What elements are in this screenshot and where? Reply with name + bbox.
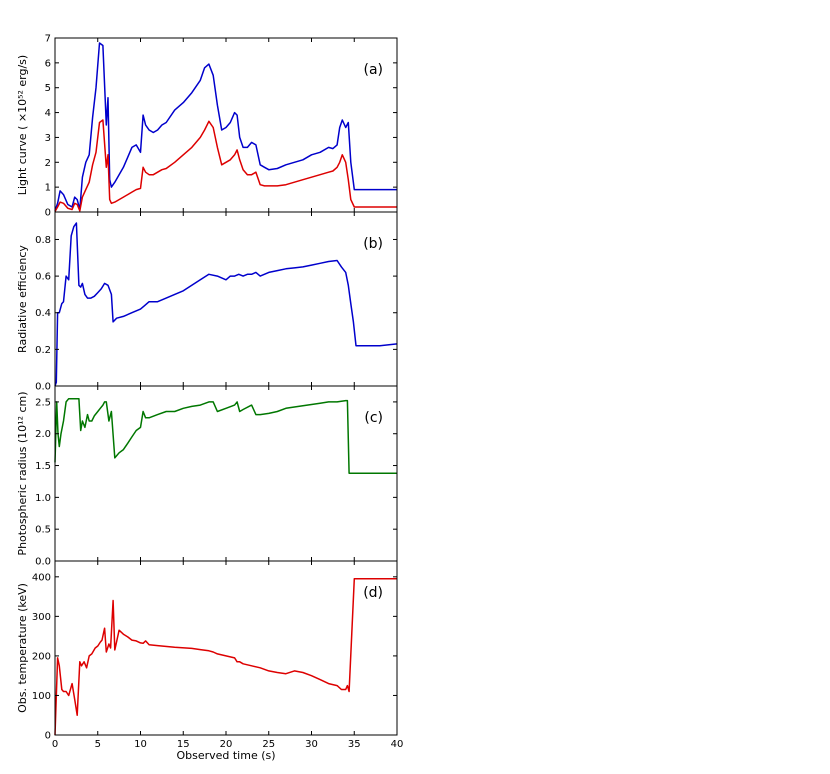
light-curve-y-tick-label: 7 xyxy=(45,34,51,45)
radiative-efficiency-y-tick-label: 0.0 xyxy=(35,382,51,393)
photospheric-radius-y-ticks: 0.0 0.5 1.0 1.5 2.0 2.5 xyxy=(35,386,398,568)
obs-temperature-series-line-0 xyxy=(54,578,397,736)
x-tick-label: 25 xyxy=(262,739,275,750)
light-curve-y-axis-label: Light curve ( ×10⁵² erg/s) xyxy=(16,55,29,195)
obs-temperature-y-tick-label: 400 xyxy=(32,572,51,583)
light-curve-y-tick-label: 2 xyxy=(45,158,51,169)
x-tick-label: 35 xyxy=(348,739,361,750)
x-tick-label: 40 xyxy=(391,739,404,750)
x-tick-label: 0 xyxy=(52,739,58,750)
light-curve-panel: 0 1 2 3 4 5 6 7 (a) Light curve ( ×10⁵² erg/s) xyxy=(16,34,398,219)
radiative-efficiency-y-tick-label: 0.8 xyxy=(35,235,51,246)
photospheric-radius-y-tick-label: 2.5 xyxy=(35,397,51,408)
light-curve-y-tick-label: 1 xyxy=(45,183,51,194)
light-curve-y-ticks: 0 1 2 3 4 5 6 7 xyxy=(45,34,398,219)
light-curve-series-line-1 xyxy=(54,119,397,212)
obs-temperature-y-tick-label: 0 xyxy=(45,731,51,742)
radiative-efficiency-panel: 0.0 0.2 0.4 0.6 0.8 (b) Radiative efficiency xyxy=(16,211,398,393)
light-curve-y-tick-label: 0 xyxy=(45,208,51,219)
photospheric-radius-y-tick-label: 0.0 xyxy=(35,557,51,568)
radiative-efficiency-panel-label: (b) xyxy=(363,236,383,252)
light-curve-panel-label: (a) xyxy=(363,62,383,78)
light-curve-y-tick-label: 5 xyxy=(45,83,51,94)
x-tick-label: 5 xyxy=(95,739,101,750)
obs-temperature-panel-label: (d) xyxy=(363,585,383,601)
light-curve-plot-area xyxy=(54,42,397,212)
obs-temperature-plot-area xyxy=(54,578,397,736)
obs-temperature-y-ticks: 0 100 200 300 400 xyxy=(32,561,398,742)
photospheric-radius-y-tick-label: 1.0 xyxy=(35,493,51,504)
photospheric-radius-plot-area xyxy=(54,397,397,474)
x-tick-label: 15 xyxy=(177,739,190,750)
light-curve-y-tick-label: 6 xyxy=(45,58,51,69)
obs-temperature-y-axis-label: Obs. temperature (keV) xyxy=(16,583,29,713)
obs-temperature-panel: 0 100 200 300 400 0 5 10 15 20 25 30 35 40 (d) Obs. … xyxy=(16,560,404,762)
photospheric-radius-y-tick-label: 0.5 xyxy=(35,525,51,536)
obs-temperature-x-ticks: 0 5 10 15 20 25 30 35 40 xyxy=(52,739,404,750)
obs-temperature-y-tick-label: 100 xyxy=(32,691,51,702)
radiative-efficiency-y-tick-label: 0.6 xyxy=(35,272,51,283)
light-curve-y-tick-label: 3 xyxy=(45,133,51,144)
light-curve-series-line-0 xyxy=(54,42,397,212)
obs-temperature-y-tick-label: 300 xyxy=(32,612,51,623)
photospheric-radius-y-tick-label: 2.0 xyxy=(35,429,51,440)
radiative-efficiency-plot-area xyxy=(54,222,398,387)
x-tick-label: 30 xyxy=(305,739,318,750)
light-curve-y-tick-label: 4 xyxy=(45,108,51,119)
radiative-efficiency-y-tick-label: 0.2 xyxy=(35,345,51,356)
x-axis-label: Observed time (s) xyxy=(176,749,275,762)
radiative-efficiency-series-line-0 xyxy=(54,222,398,387)
x-tick-label: 20 xyxy=(220,739,233,750)
photospheric-radius-panel-label: (c) xyxy=(364,410,383,426)
radiative-efficiency-y-axis-label: Radiative efficiency xyxy=(16,245,29,353)
radiative-efficiency-y-tick-label: 0.4 xyxy=(35,308,51,319)
x-tick-label: 10 xyxy=(134,739,147,750)
photospheric-radius-y-axis-label: Photospheric radius (10¹² cm) xyxy=(16,391,29,555)
obs-temperature-y-tick-label: 200 xyxy=(32,651,51,662)
photospheric-radius-y-tick-label: 1.5 xyxy=(35,461,51,472)
photospheric-radius-series-line-0 xyxy=(54,397,397,474)
